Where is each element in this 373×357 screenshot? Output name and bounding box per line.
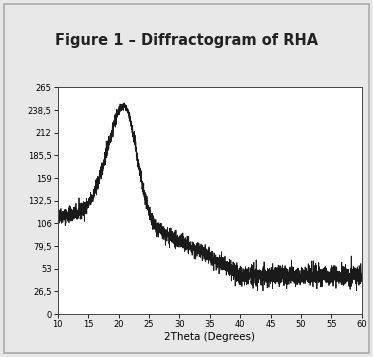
- X-axis label: 2Theta (Degrees): 2Theta (Degrees): [164, 332, 255, 342]
- Text: Figure 1 – Diffractogram of RHA: Figure 1 – Diffractogram of RHA: [55, 32, 318, 48]
